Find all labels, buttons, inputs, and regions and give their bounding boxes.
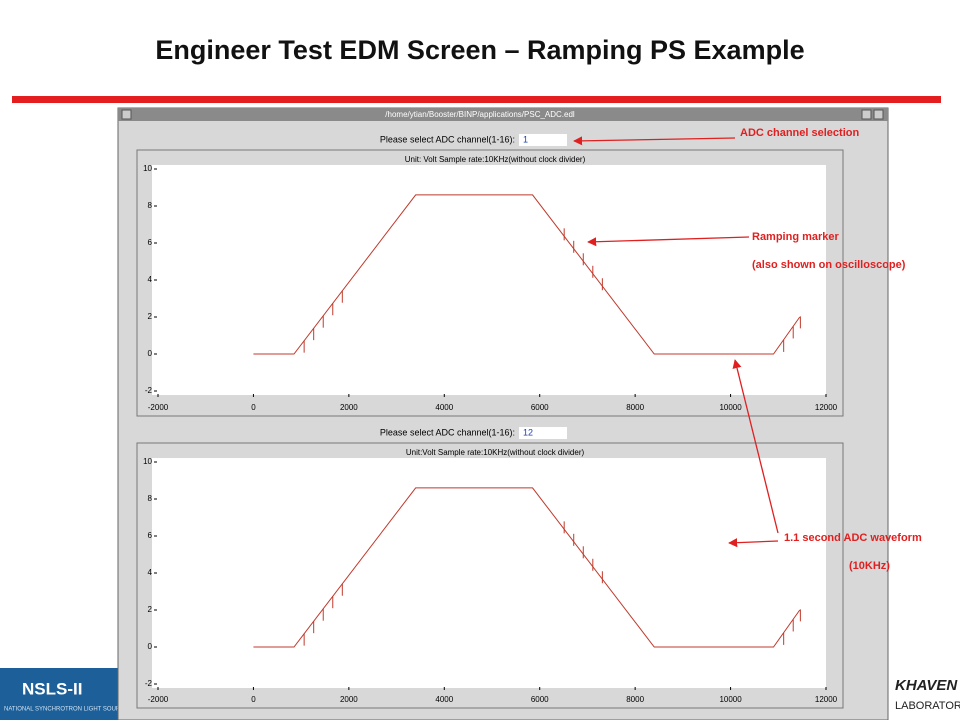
slide-title: Engineer Test EDM Screen – Ramping PS Ex… — [155, 35, 804, 65]
x-tick-label: 2000 — [340, 403, 358, 412]
x-tick-label: 0 — [251, 695, 256, 704]
channel-value: 1 — [523, 134, 528, 144]
x-tick-label: 6000 — [531, 403, 549, 412]
y-tick-label: 6 — [148, 531, 153, 540]
channel-input[interactable] — [519, 134, 567, 146]
logo-right-sub: LABORATORY — [895, 700, 960, 712]
annotation: Ramping marker — [752, 231, 840, 243]
logo-left-sub: NATIONAL SYNCHROTRON LIGHT SOURCE — [4, 707, 129, 713]
y-tick-label: 2 — [148, 312, 153, 321]
x-tick-label: -2000 — [148, 403, 169, 412]
chart-title: Unit:Volt Sample rate:10KHz(without cloc… — [406, 448, 585, 457]
annotation-arrow — [573, 136, 736, 146]
window-titlebar — [118, 108, 888, 121]
annotation-arrow — [728, 538, 779, 548]
annotation: ADC channel selection — [740, 127, 859, 139]
window-button[interactable] — [873, 109, 884, 120]
waveform — [253, 194, 801, 355]
y-tick-label: 0 — [148, 349, 153, 358]
channel-value: 12 — [523, 427, 533, 437]
x-tick-label: 12000 — [815, 695, 838, 704]
plot-area — [152, 165, 826, 395]
annotation: (also shown on oscilloscope) — [752, 259, 906, 271]
y-tick-label: 2 — [148, 605, 153, 614]
prompt-label: Please select ADC channel(1-16): — [380, 427, 515, 437]
y-tick-label: -2 — [145, 386, 153, 395]
waveform — [253, 487, 801, 648]
annotation: 1.1 second ADC waveform — [784, 532, 922, 544]
x-tick-label: 0 — [251, 403, 256, 412]
logo-left: NSLS-II — [22, 679, 82, 698]
x-tick-label: 10000 — [719, 403, 742, 412]
y-tick-label: 4 — [148, 568, 153, 577]
x-tick-label: 2000 — [340, 695, 358, 704]
x-tick-label: 8000 — [626, 695, 644, 704]
annotation-arrow — [732, 359, 779, 534]
y-tick-label: -2 — [145, 679, 153, 688]
annotation: (10KHz) — [849, 560, 890, 572]
y-tick-label: 6 — [148, 238, 153, 247]
prompt-label: Please select ADC channel(1-16): — [380, 134, 515, 144]
title-rule — [12, 96, 941, 103]
y-tick-label: 8 — [148, 201, 153, 210]
y-tick-label: 8 — [148, 494, 153, 503]
x-tick-label: 4000 — [435, 695, 453, 704]
plot-area — [152, 458, 826, 688]
x-tick-label: 8000 — [626, 403, 644, 412]
x-tick-label: 4000 — [435, 403, 453, 412]
y-tick-label: 0 — [148, 642, 153, 651]
x-tick-label: -2000 — [148, 695, 169, 704]
window-title: /home/ytian/Booster/BINP/applications/PS… — [385, 110, 575, 119]
y-tick-label: 10 — [143, 164, 152, 173]
logo-right: KHAVEN — [895, 677, 958, 694]
logo-left-bg — [0, 668, 118, 720]
y-tick-label: 10 — [143, 457, 152, 466]
channel-input[interactable] — [519, 427, 567, 439]
window-button[interactable] — [121, 109, 132, 120]
x-tick-label: 6000 — [531, 695, 549, 704]
x-tick-label: 12000 — [815, 403, 838, 412]
annotation-arrow — [587, 236, 750, 247]
y-tick-label: 4 — [148, 275, 153, 284]
chart-title: Unit: Volt Sample rate:10KHz(without clo… — [405, 155, 586, 164]
x-tick-label: 10000 — [719, 695, 742, 704]
window-button[interactable] — [861, 109, 872, 120]
